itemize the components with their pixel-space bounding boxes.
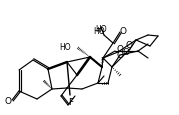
- Text: O: O: [125, 40, 132, 49]
- Text: O: O: [117, 44, 124, 53]
- Text: O: O: [4, 97, 11, 106]
- Text: O: O: [117, 51, 124, 60]
- Text: HO: HO: [59, 43, 71, 52]
- Text: HO: HO: [95, 25, 107, 34]
- Text: O: O: [120, 26, 127, 35]
- Text: HO: HO: [93, 26, 105, 35]
- Text: O: O: [123, 48, 130, 57]
- Text: F: F: [68, 98, 74, 107]
